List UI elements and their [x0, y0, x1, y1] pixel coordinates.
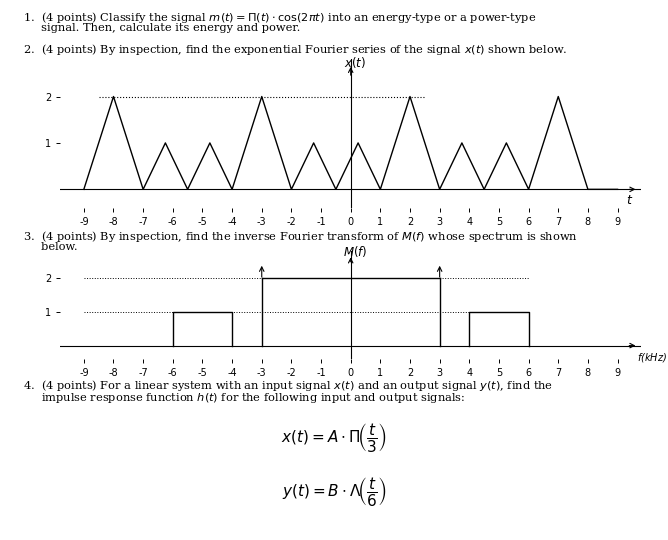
Text: $t$: $t$ [626, 194, 633, 207]
Text: 1.  (4 points) Classify the signal $m(t) = \Pi(t) \cdot \cos(2\pi t)$ into an en: 1. (4 points) Classify the signal $m(t) … [23, 10, 536, 25]
Text: $M(f)$: $M(f)$ [343, 244, 367, 259]
Text: $x(t) = A \cdot \Pi\!\left(\dfrac{t}{3}\right)$: $x(t) = A \cdot \Pi\!\left(\dfrac{t}{3}\… [281, 421, 387, 454]
Text: below.: below. [23, 242, 78, 253]
Text: 2.  (4 points) By inspection, find the exponential Fourier series of the signal : 2. (4 points) By inspection, find the ex… [23, 42, 568, 57]
Text: impulse response function $h(t)$ for the following input and output signals:: impulse response function $h(t)$ for the… [23, 391, 466, 405]
Text: $f$(kHz): $f$(kHz) [637, 351, 667, 364]
Text: $x(t)$: $x(t)$ [344, 55, 366, 70]
Text: signal. Then, calculate its energy and power.: signal. Then, calculate its energy and p… [23, 23, 301, 33]
Text: 4.  (4 points) For a linear system with an input signal $x(t)$ and an output sig: 4. (4 points) For a linear system with a… [23, 378, 554, 393]
Text: $y(t) = B \cdot \Lambda\!\left(\dfrac{t}{6}\right)$: $y(t) = B \cdot \Lambda\!\left(\dfrac{t}… [281, 475, 387, 508]
Text: 3.  (4 points) By inspection, find the inverse Fourier transform of $M(f)$ whose: 3. (4 points) By inspection, find the in… [23, 230, 578, 245]
